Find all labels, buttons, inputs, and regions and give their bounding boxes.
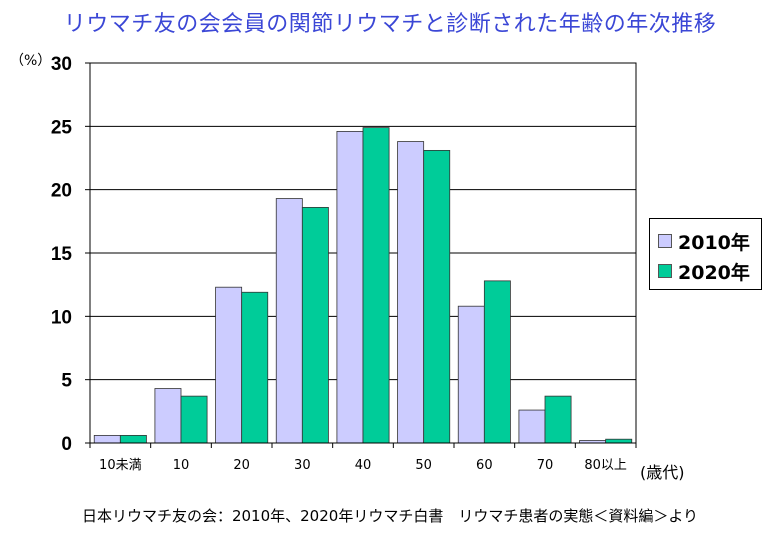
bar-2010-4 bbox=[336, 130, 364, 444]
legend-swatch-2010 bbox=[658, 234, 672, 248]
y-tick-label: 20 bbox=[51, 181, 72, 202]
x-tick-label: 10未満 bbox=[99, 458, 142, 473]
chart-title: リウマチ友の会会員の関節リウマチと診断された年齢の年次推移 bbox=[63, 12, 717, 37]
x-tick-label: 60 bbox=[476, 458, 493, 473]
bar-2020-4 bbox=[362, 127, 390, 444]
x-axis-unit: (歳代) bbox=[640, 463, 685, 482]
bar-2010-1 bbox=[154, 388, 182, 444]
x-tick-label: 20 bbox=[233, 458, 250, 473]
bar-2020-1 bbox=[180, 395, 208, 444]
bar-2020-5 bbox=[423, 149, 451, 444]
tick-labels: 0 5 10 15 20 25 30 10未満 10 20 30 40 50 60 70 80以上 bbox=[51, 54, 627, 473]
bar-2010-6 bbox=[457, 305, 485, 444]
legend-item-2010: 2010年 bbox=[658, 230, 750, 254]
y-tick-label: 5 bbox=[61, 371, 72, 392]
y-tick-label: 15 bbox=[51, 244, 73, 265]
x-tick-label: 80以上 bbox=[584, 458, 627, 473]
x-tick-label: 30 bbox=[294, 458, 311, 473]
x-tick-label: 70 bbox=[537, 458, 554, 473]
bar-2020-3 bbox=[301, 206, 329, 444]
bar-2020-7 bbox=[544, 395, 572, 444]
bar-2020-0 bbox=[119, 434, 147, 444]
legend-swatch-2020 bbox=[658, 264, 672, 278]
x-tick-label: 10 bbox=[173, 458, 190, 473]
bar-2010-5 bbox=[397, 141, 425, 444]
bar-2010-7 bbox=[518, 409, 546, 444]
axes bbox=[85, 62, 637, 448]
legend-item-2020: 2020年 bbox=[658, 260, 750, 284]
y-tick-label: 30 bbox=[51, 54, 72, 75]
bar-2020-6 bbox=[483, 280, 511, 444]
legend-label-2010: 2010年 bbox=[678, 231, 750, 254]
bar-2020-8 bbox=[605, 438, 633, 444]
y-tick-label: 0 bbox=[61, 434, 72, 455]
bars bbox=[93, 127, 633, 444]
bar-2010-0 bbox=[93, 434, 121, 444]
legend: 2010年 2020年 bbox=[649, 218, 762, 290]
y-axis-unit: （%） bbox=[10, 53, 52, 69]
bar-2010-3 bbox=[275, 198, 303, 444]
y-tick-label: 25 bbox=[51, 117, 73, 138]
x-tick-label: 40 bbox=[355, 458, 372, 473]
legend-label-2020: 2020年 bbox=[678, 261, 750, 284]
bar-2020-2 bbox=[241, 291, 269, 444]
bar-2010-2 bbox=[215, 286, 243, 444]
y-tick-label: 10 bbox=[51, 307, 72, 328]
x-tick-label: 50 bbox=[415, 458, 432, 473]
source-note: 日本リウマチ友の会：2010年、2020年リウマチ白書 リウマチ患者の実態＜資料… bbox=[81, 507, 699, 525]
